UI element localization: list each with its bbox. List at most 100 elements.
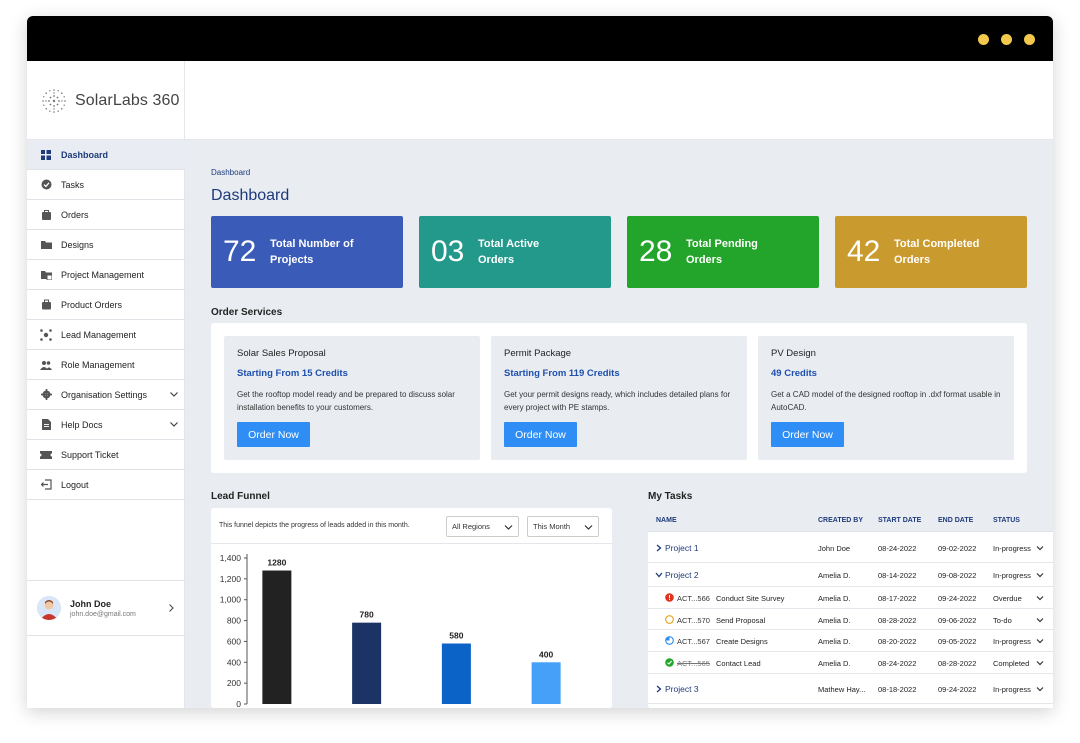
project-name[interactable]: Project 1: [665, 543, 699, 553]
sidebar-item-logout[interactable]: Logout: [27, 470, 185, 500]
region-select[interactable]: All Regions: [446, 516, 519, 537]
sidebar-item-label: Designs: [61, 239, 94, 250]
sidebar-item-role-management[interactable]: Role Management: [27, 350, 185, 380]
sidebar-item-tasks[interactable]: Tasks: [27, 170, 185, 200]
project-name[interactable]: Project 3: [665, 684, 699, 694]
app-logo[interactable]: SolarLabs 360: [27, 61, 185, 140]
sidebar-item-label: Role Management: [61, 359, 135, 370]
end-date: 09-08-2022: [938, 571, 977, 580]
chevron-down-icon[interactable]: [1036, 660, 1044, 667]
task-name[interactable]: Send Proposal: [716, 616, 766, 625]
user-profile[interactable]: John Doe john.doe@gmail.com: [27, 580, 185, 636]
chevron-down-icon[interactable]: [655, 572, 663, 578]
order-now-button[interactable]: Order Now: [504, 422, 577, 447]
task-code: ACT...566: [677, 594, 710, 603]
chevron-down-icon: [584, 525, 593, 530]
sidebar-item-label: Product Orders: [61, 299, 123, 310]
app-name: SolarLabs 360: [75, 91, 180, 109]
window-dot-icon[interactable]: [1001, 34, 1012, 45]
stat-card-completed-orders[interactable]: 42 Total Completed Orders: [835, 216, 1027, 288]
chevron-down-icon[interactable]: [1036, 638, 1044, 645]
window-dot-icon[interactable]: [978, 34, 989, 45]
lead-funnel-chart: 1,400 1,200 1,000 800 600 400 200 0 1280 780 580 40…: [220, 553, 561, 708]
order-now-button[interactable]: Order Now: [237, 422, 310, 447]
chevron-right-icon[interactable]: [656, 544, 662, 552]
page-title: Dashboard: [211, 187, 290, 204]
sidebar-item-orders[interactable]: Orders: [27, 200, 185, 230]
sidebar-item-label: Lead Management: [61, 329, 137, 340]
chevron-down-icon[interactable]: [1036, 686, 1044, 693]
stat-value: 28: [639, 235, 673, 268]
created-by: Amelia D.: [818, 616, 851, 625]
sidebar-item-organisation-settings[interactable]: Organisation Settings: [27, 380, 185, 410]
project-name[interactable]: Project 2: [665, 570, 699, 580]
end-date: 08-28-2022: [938, 659, 977, 668]
funnel-bar: [262, 570, 292, 704]
chevron-down-icon[interactable]: [1036, 545, 1044, 552]
sidebar-item-support-ticket[interactable]: Support Ticket: [27, 440, 185, 470]
sidebar-item-help-docs[interactable]: Help Docs: [27, 410, 185, 440]
stat-card-active-orders[interactable]: 03 Total Active Orders: [419, 216, 611, 288]
sidebar-item-dashboard[interactable]: Dashboard: [27, 140, 185, 170]
table-row[interactable]: ACT...570 Send Proposal Amelia D. 08-28-…: [648, 609, 1053, 630]
start-date: 08-17-2022: [878, 594, 917, 603]
window-titlebar: [27, 16, 1053, 61]
service-card-solar-sales-proposal: Solar Sales Proposal Starting From 15 Cr…: [224, 336, 480, 460]
stat-label: Total Pending Orders: [686, 238, 758, 266]
sidebar-item-lead-management[interactable]: Lead Management: [27, 320, 185, 350]
stat-label: Total Number of Projects: [270, 238, 354, 266]
top-bar: SolarLabs 360: [27, 61, 1053, 140]
my-tasks-table: NAME CREATED BY START DATE END DATE STAT…: [648, 508, 1053, 708]
users-icon: [40, 359, 52, 371]
period-select[interactable]: This Month: [527, 516, 599, 537]
sidebar-item-label: Logout: [61, 479, 89, 490]
sidebar-item-project-management[interactable]: Project Management: [27, 260, 185, 290]
bar-value-label: 780: [360, 610, 374, 620]
start-date: 08-24-2022: [878, 544, 917, 553]
sidebar-item-label: Project Management: [61, 269, 145, 280]
bag-icon: [40, 209, 52, 221]
chevron-down-icon[interactable]: [1036, 572, 1044, 579]
chevron-down-icon[interactable]: [169, 389, 179, 399]
sidebar-item-product-orders[interactable]: Product Orders: [27, 290, 185, 320]
order-now-button[interactable]: Order Now: [771, 422, 844, 447]
check-circle-icon: [40, 179, 52, 191]
table-row[interactable]: ACT...567 Create Designs Amelia D. 08-20…: [648, 630, 1053, 652]
service-name: Solar Sales Proposal: [237, 348, 326, 359]
service-card-permit-package: Permit Package Starting From 119 Credits…: [491, 336, 747, 460]
chevron-right-icon[interactable]: [656, 685, 662, 693]
chevron-down-icon[interactable]: [169, 419, 179, 429]
created-by: Amelia D.: [818, 637, 851, 646]
stat-card-pending-orders[interactable]: 28 Total Pending Orders: [627, 216, 819, 288]
column-header-status[interactable]: STATUS: [993, 517, 1020, 524]
chevron-right-icon[interactable]: [168, 603, 175, 613]
sidebar-item-label: Support Ticket: [61, 449, 119, 460]
column-header-name[interactable]: NAME: [656, 517, 677, 524]
table-row[interactable]: Project 2 Amelia D. 08-14-2022 09-08-202…: [648, 563, 1053, 587]
chevron-down-icon[interactable]: [1036, 595, 1044, 602]
table-row[interactable]: ACT...565 Contact Lead Amelia D. 08-24-2…: [648, 652, 1053, 674]
stat-label: Total Active Orders: [478, 238, 540, 266]
service-credits: Starting From 15 Credits: [237, 368, 348, 379]
end-date: 09-24-2022: [938, 594, 977, 603]
table-row[interactable]: Project 1 John Doe 08-24-2022 09-02-2022…: [648, 533, 1053, 563]
task-name[interactable]: Create Designs: [716, 637, 768, 646]
column-header-created-by[interactable]: CREATED BY: [818, 517, 863, 524]
start-date: 08-18-2022: [878, 685, 917, 694]
y-tick-label: 200: [227, 678, 241, 688]
stat-card-total-projects[interactable]: 72 Total Number of Projects: [211, 216, 403, 288]
window-dot-icon[interactable]: [1024, 34, 1035, 45]
table-row[interactable]: Project 3 Mathew Hay... 08-18-2022 09-24…: [648, 674, 1053, 704]
column-header-start-date[interactable]: START DATE: [878, 517, 922, 524]
chevron-down-icon: [504, 525, 513, 530]
table-row[interactable]: ACT...566 Conduct Site Survey Amelia D. …: [648, 587, 1053, 609]
sidebar-item-designs[interactable]: Designs: [27, 230, 185, 260]
column-header-end-date[interactable]: END DATE: [938, 517, 974, 524]
chevron-down-icon[interactable]: [1036, 617, 1044, 624]
breadcrumb[interactable]: Dashboard: [211, 168, 251, 177]
task-name[interactable]: Contact Lead: [716, 659, 761, 668]
status: In-progress: [993, 571, 1031, 580]
created-by: Amelia D.: [818, 571, 851, 580]
y-tick-label: 800: [227, 616, 241, 626]
task-name[interactable]: Conduct Site Survey: [716, 594, 785, 603]
